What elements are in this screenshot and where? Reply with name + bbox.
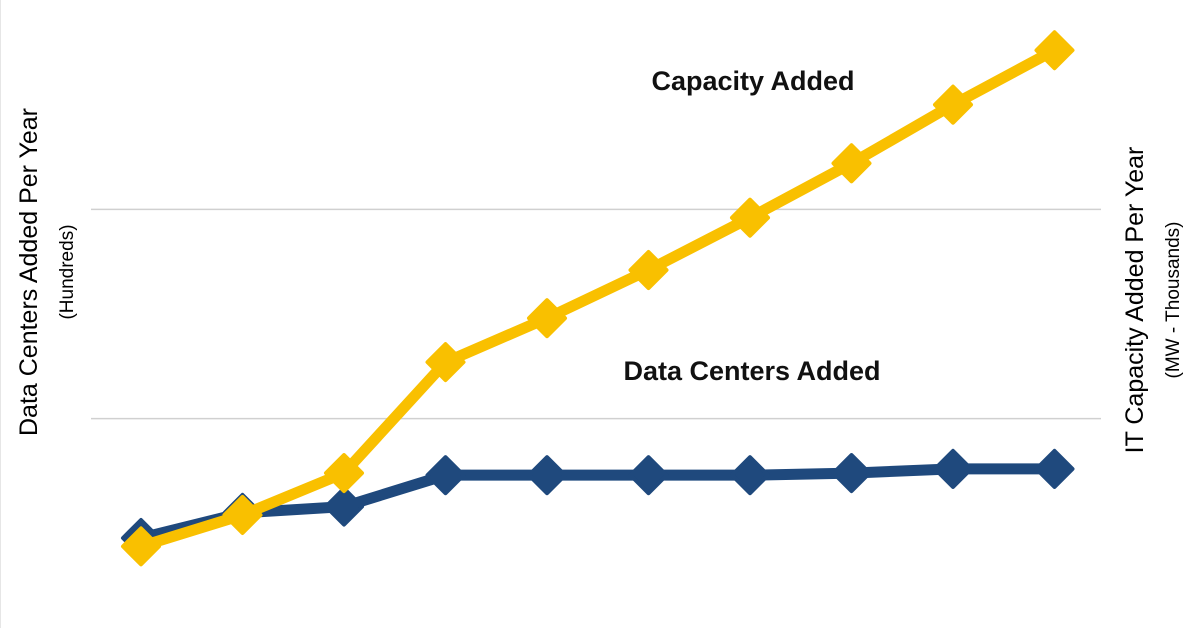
point-data-centers-added-4 — [425, 455, 466, 496]
point-capacity-added-9 — [933, 84, 973, 125]
series-label-capacity-added: Capacity Added — [651, 66, 854, 96]
series-layer — [121, 30, 1075, 567]
point-capacity-added-6 — [628, 250, 669, 291]
series-line-data-centers-added — [135, 463, 1060, 544]
gridlines — [91, 208, 1101, 420]
point-capacity-added-1 — [121, 526, 161, 567]
point-data-centers-added-6 — [628, 455, 669, 496]
point-data-centers-added-9 — [933, 448, 973, 489]
right-axis-sublabel: (MW - Thousands) — [1163, 222, 1184, 379]
point-data-centers-added-5 — [527, 455, 567, 496]
right-axis-label: IT Capacity Added Per Year — [1121, 147, 1149, 454]
point-capacity-added-4 — [425, 342, 466, 383]
series-line-capacity-added — [135, 44, 1060, 552]
point-data-centers-added-10 — [1034, 448, 1075, 489]
point-capacity-added-2 — [222, 494, 263, 535]
series-capacity-added — [121, 30, 1075, 567]
point-capacity-added-8 — [831, 143, 872, 184]
point-capacity-added-5 — [527, 298, 567, 339]
left-axis-title: Data Centers Added Per Year (Hundreds) — [15, 108, 78, 436]
left-axis-sublabel: (Hundreds) — [57, 224, 78, 319]
point-capacity-added-7 — [730, 197, 770, 238]
series-label-data-centers-added: Data Centers Added — [623, 356, 880, 386]
left-axis-label: Data Centers Added Per Year — [15, 108, 43, 436]
point-data-centers-added-3 — [324, 486, 364, 527]
right-axis-title: IT Capacity Added Per Year (MW - Thousan… — [1121, 147, 1184, 454]
point-data-centers-added-8 — [831, 453, 872, 494]
point-capacity-added-10 — [1034, 30, 1075, 71]
point-capacity-added-3 — [324, 453, 364, 494]
point-data-centers-added-7 — [730, 455, 770, 496]
